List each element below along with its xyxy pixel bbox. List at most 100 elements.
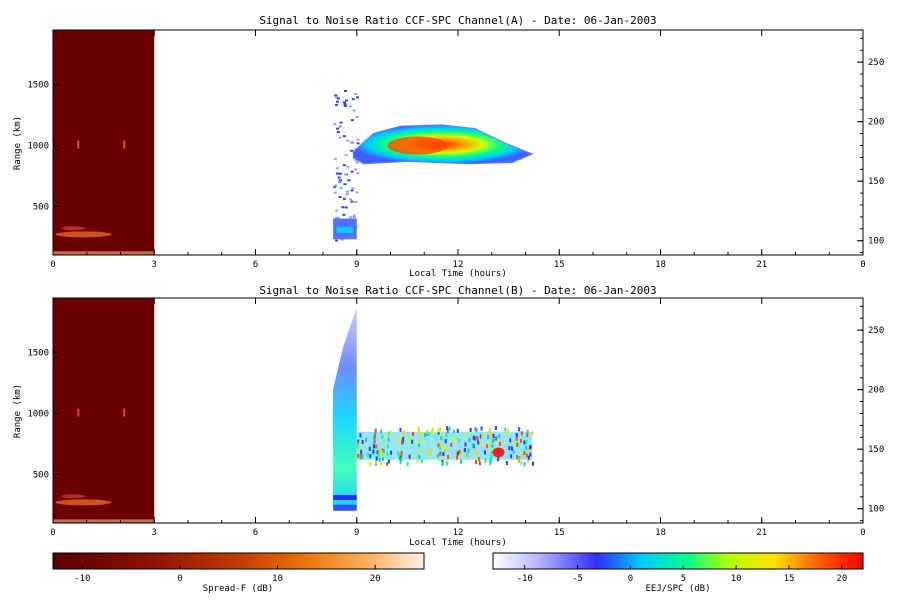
snr-pixel: [346, 139, 350, 142]
plot-frame: [52, 297, 864, 524]
snr-pixel: [365, 437, 368, 442]
snr-pixel: [381, 448, 384, 453]
snr-pixel: [440, 432, 443, 437]
y-axis-label: Range (km): [13, 116, 23, 170]
snr-pixel: [350, 170, 354, 173]
snr-pixel: [525, 439, 528, 444]
spread-f-feature: [55, 499, 112, 506]
snr-pixel: [491, 444, 494, 449]
snr-pixel: [338, 172, 342, 175]
snr-pixel: [480, 441, 483, 446]
colorbar-tick-label: 20: [836, 574, 847, 584]
snr-peak: [387, 136, 448, 155]
snr-pixel: [527, 455, 530, 460]
snr-pixel: [349, 216, 353, 219]
snr-pixel: [490, 433, 493, 438]
y-tick-label: 1500: [27, 81, 49, 91]
snr-pixel: [335, 209, 339, 212]
snr-pixel: [459, 457, 462, 462]
snr-pixel: [523, 440, 526, 445]
snr-pixel: [489, 458, 492, 463]
snr-pixel: [358, 440, 361, 445]
snr-pixel: [488, 431, 491, 436]
snr-pixel: [334, 94, 338, 97]
x-tick-label: 0: [860, 528, 865, 538]
snr-pixel: [350, 141, 354, 144]
colorbar-tick-label: 0: [628, 574, 633, 584]
snr-pixel: [335, 217, 339, 220]
snr-pixel: [390, 450, 393, 455]
snr-pixel: [344, 206, 348, 209]
y-axis: 500 1000 1500: [27, 349, 59, 480]
snr-pixel: [350, 149, 354, 152]
snr-pixel: [463, 448, 466, 453]
spread-f-feature: [61, 226, 86, 231]
y2-tick-label: 150: [868, 445, 884, 455]
panel-channel-a: Signal to Noise Ratio CCF-SPC Channel(A)…: [13, 14, 884, 279]
snr-pixel: [373, 438, 376, 443]
snr-pixel: [448, 426, 451, 431]
snr-pixel: [408, 436, 411, 441]
snr-pixel: [458, 449, 461, 454]
snr-pixel: [357, 426, 360, 431]
snr-pixel: [516, 442, 519, 447]
snr-pixel: [491, 439, 494, 444]
snr-pixel: [452, 437, 455, 442]
snr-pixel: [356, 444, 359, 449]
snr-pixel: [342, 197, 346, 200]
snr-pixel: [437, 428, 440, 433]
x-tick-label: 0: [860, 260, 865, 270]
snr-pixel: [347, 179, 351, 182]
snr-pixel: [526, 429, 529, 434]
snr-pixel: [356, 172, 360, 175]
y2-tick-label: 250: [868, 58, 884, 68]
snr-pixel: [375, 456, 378, 461]
snr-pixel: [476, 435, 479, 440]
snr-pixel: [490, 454, 493, 459]
snr-pixel: [458, 438, 461, 443]
snr-pixel: [467, 453, 470, 458]
snr-pixel: [359, 455, 362, 460]
snr-pixel: [508, 446, 511, 451]
snr-pixel: [402, 430, 405, 435]
snr-pixel: [437, 443, 440, 448]
snr-pixel: [437, 453, 440, 458]
x-tick-label: 0: [50, 260, 55, 270]
snr-pixel: [408, 454, 411, 459]
snr-pixel: [388, 431, 391, 436]
snr-pixel: [505, 432, 508, 437]
snr-pixel: [446, 461, 449, 466]
snr-pixel: [351, 187, 355, 190]
snr-pixel: [498, 441, 501, 446]
snr-pixel: [489, 440, 492, 445]
snr-peak: [492, 447, 505, 458]
colorbar-tick-label: 15: [784, 574, 795, 584]
snr-pixel: [361, 439, 364, 444]
heatmap-data: [53, 298, 535, 523]
snr-pixel: [354, 92, 358, 95]
snr-pixel: [396, 441, 399, 446]
snr-pixel: [338, 181, 342, 184]
snr-pixel: [389, 430, 392, 435]
snr-pixel: [424, 433, 427, 438]
colorbar-tick-label: 20: [370, 574, 381, 584]
snr-pixel: [474, 449, 477, 454]
snr-pixel: [525, 453, 528, 458]
snr-pixel: [335, 172, 339, 175]
y2-axis: 100 150 200 250: [857, 305, 884, 522]
snr-pixel: [340, 238, 344, 241]
snr-pixel: [419, 447, 422, 452]
x-axis-label: Local Time (hours): [409, 538, 507, 548]
snr-pixel: [420, 459, 423, 464]
snr-pixel: [398, 435, 401, 440]
snr-pixel: [450, 442, 453, 447]
snr-pixel: [455, 451, 458, 456]
snr-pixel: [356, 96, 360, 99]
snr-pixel: [411, 439, 414, 444]
snr-pixel: [439, 442, 442, 447]
snr-pixel: [439, 427, 442, 432]
snr-pixel: [431, 427, 434, 432]
snr-pixel: [523, 462, 526, 467]
snr-pixel: [350, 189, 354, 192]
